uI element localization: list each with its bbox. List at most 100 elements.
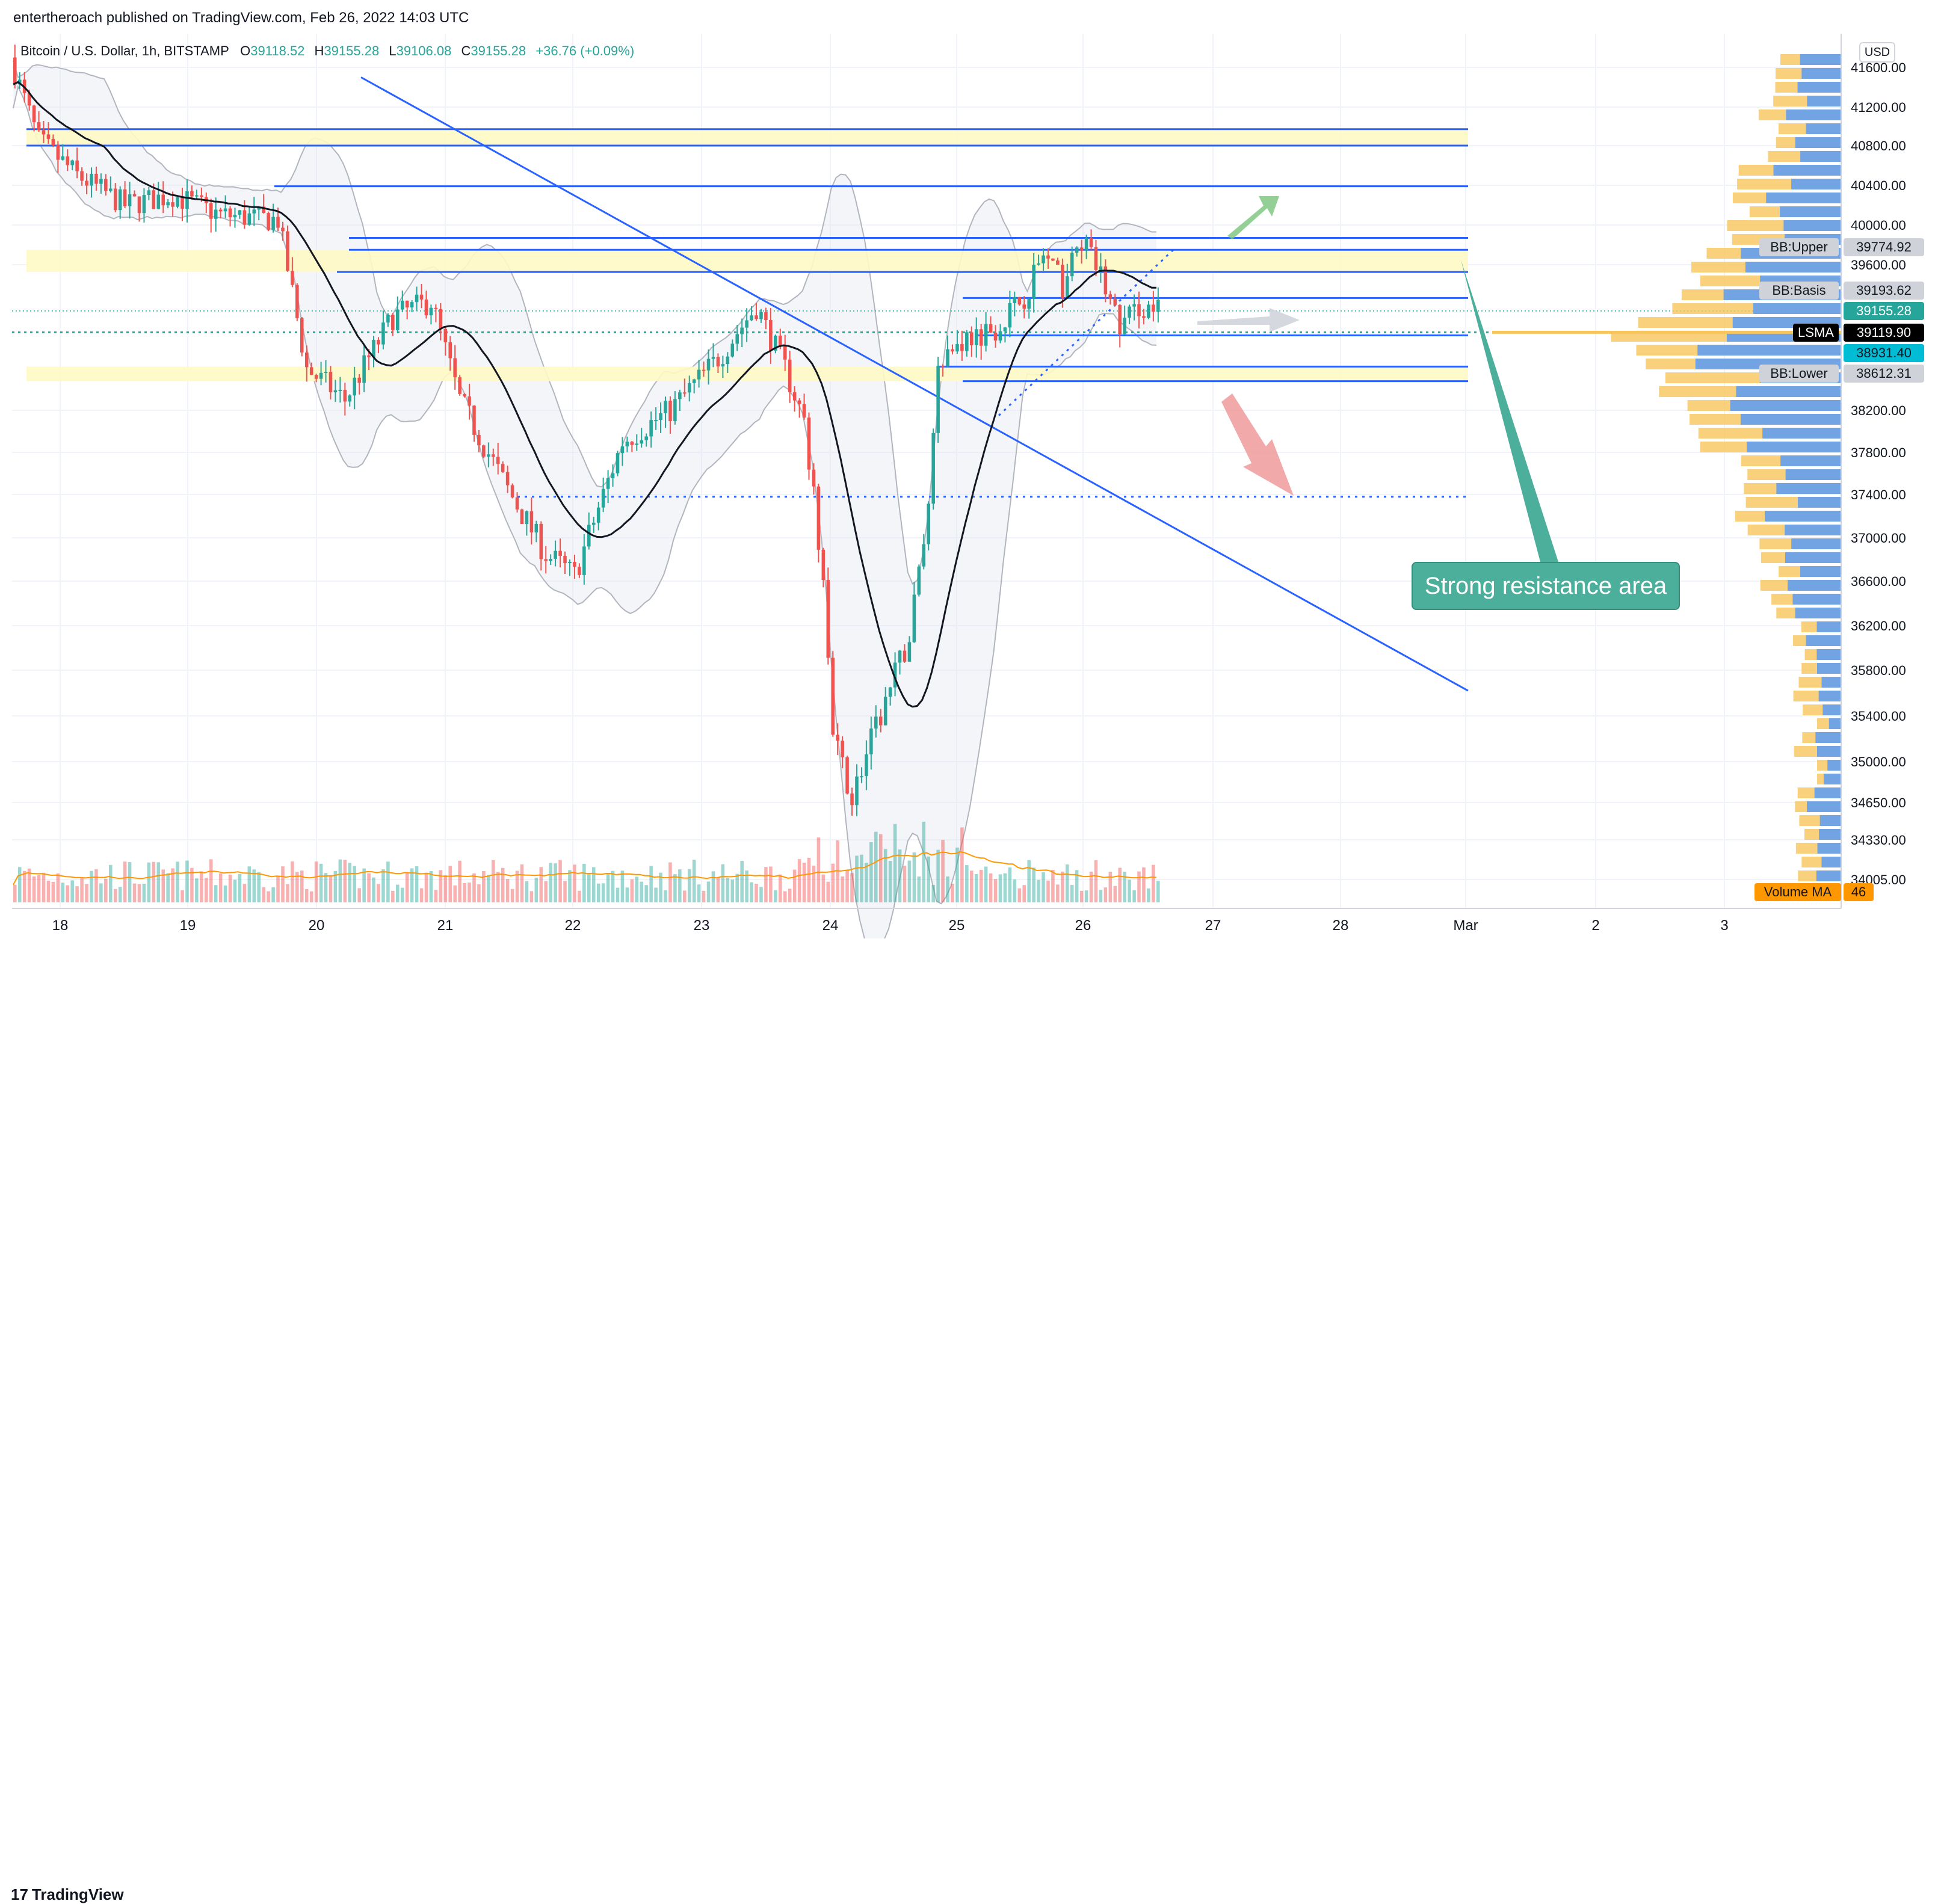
volume-bar [601,883,605,902]
volume-bar [147,862,151,902]
volume-bar [205,878,208,902]
candle-body [883,697,887,726]
candle-body [788,359,792,392]
candle-body [673,399,677,422]
candle-body [300,318,304,353]
candle-body [903,650,907,662]
candle-body [142,195,146,214]
candle-body [678,392,682,399]
candle-body [625,442,629,447]
candle-body [549,558,552,561]
volume-bar [137,884,141,902]
y-tick-label: 36200.00 [1851,618,1906,633]
volume-bar [304,889,309,902]
candle-body [343,389,347,402]
volume-bar [774,890,777,902]
candle-body [721,364,725,367]
price-tag-value-bg [1844,282,1924,300]
volume-profile-bar [1791,179,1841,189]
candle-body [706,359,711,371]
open-value: 39118.52 [250,43,305,58]
y-tick-label: 38200.00 [1851,403,1906,418]
volume-bar [1042,872,1045,902]
volume-bar [750,882,753,902]
volume-bar [903,866,907,902]
candle-body [831,658,835,735]
candle-body [319,372,323,379]
candle-body [132,194,137,197]
volume-bar [520,864,524,902]
volume-bar [534,877,539,902]
currency-button[interactable]: USD [1859,42,1895,63]
volume-bar [94,869,98,902]
candle-body [338,389,342,391]
candle-body [152,190,156,209]
volume-profile-bar [1821,857,1841,867]
candle-body [568,561,572,564]
volume-bar [573,864,576,902]
volume-profile-bar [1780,455,1841,466]
volume-bar [716,877,720,902]
candle-body [333,390,338,393]
volume-bar [338,859,342,902]
resistance-zone-0 [26,129,1468,146]
candle-body [104,179,108,191]
volume-bar [319,863,323,902]
volume-bar [314,861,318,902]
volume-bar [400,887,404,902]
tradingview-logo[interactable]: 17 TradingView [11,1885,124,1904]
candle-body [927,504,931,544]
volume-bar [1123,872,1126,902]
candle-body [56,144,60,160]
candle-body [109,188,113,191]
volume-bar [611,870,615,902]
candle-body [42,130,46,135]
resistance-zone-1 [26,250,1468,273]
candle-body [496,457,500,464]
volume-bar [587,873,591,902]
candle-body [836,735,839,741]
candle-body [692,379,696,383]
volume-bar [195,878,199,902]
price-chart[interactable]: 41600.00 41200.00 40800.00 40400.00 40000.00… [0,34,1935,938]
volume-bar [979,870,983,902]
candle-body [936,366,940,433]
candle-body [329,372,333,393]
candle-body [1037,263,1040,265]
volume-bar [482,871,486,902]
candle-body [94,173,98,184]
volume-profile-bar [1792,594,1841,605]
volume-bar [424,872,428,902]
candle-body [463,393,466,396]
volume-bar [176,861,179,902]
green-arrow-icon [1227,196,1279,239]
price-tag-label-bg [1793,324,1839,342]
volume-bar [439,870,443,902]
candle-body [13,57,17,85]
candle-body [534,523,539,533]
volume-bar [1147,888,1150,902]
candle-body [792,392,797,401]
price-tag-value: 38931.40 [1856,345,1912,360]
candle-body [1132,304,1136,307]
candle-body [51,138,55,145]
candle-body [821,549,826,581]
volume-bar [271,887,275,902]
candle-body [1084,238,1088,251]
candle-body [181,197,184,209]
volume-bar [816,837,821,902]
candle-body [855,776,859,806]
candle-body [377,339,380,345]
volume-bar [166,873,170,902]
volume-bar [893,824,897,902]
volume-bar [333,870,338,902]
candle-body [683,392,687,394]
candle-body [252,209,256,214]
y-tick-label: 39600.00 [1851,257,1906,273]
volume-profile-bar [1807,801,1841,812]
volume-bar [218,873,223,902]
volume-bar [200,871,203,902]
volume-profile-bar [1816,649,1841,660]
candle-body [267,213,270,230]
candle-body [664,401,667,413]
